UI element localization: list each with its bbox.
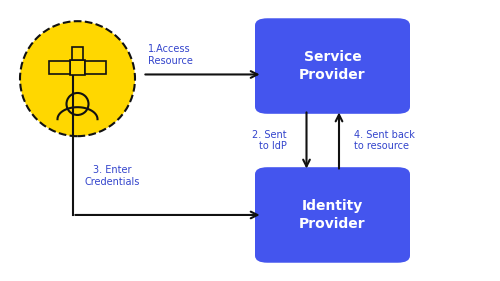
FancyBboxPatch shape bbox=[72, 47, 83, 60]
Text: Identity
Provider: Identity Provider bbox=[299, 199, 366, 231]
Text: 1.Access
Resource: 1.Access Resource bbox=[148, 44, 192, 66]
FancyBboxPatch shape bbox=[255, 167, 410, 263]
Text: 4. Sent back
to resource: 4. Sent back to resource bbox=[354, 130, 415, 151]
Text: 2. Sent
to IdP: 2. Sent to IdP bbox=[252, 130, 286, 151]
Text: Service
Provider: Service Provider bbox=[299, 50, 366, 82]
FancyBboxPatch shape bbox=[70, 60, 85, 75]
Ellipse shape bbox=[20, 21, 135, 136]
FancyBboxPatch shape bbox=[255, 18, 410, 114]
Text: 3. Enter
Credentials: 3. Enter Credentials bbox=[85, 165, 140, 187]
FancyBboxPatch shape bbox=[49, 61, 70, 74]
FancyBboxPatch shape bbox=[85, 61, 106, 74]
